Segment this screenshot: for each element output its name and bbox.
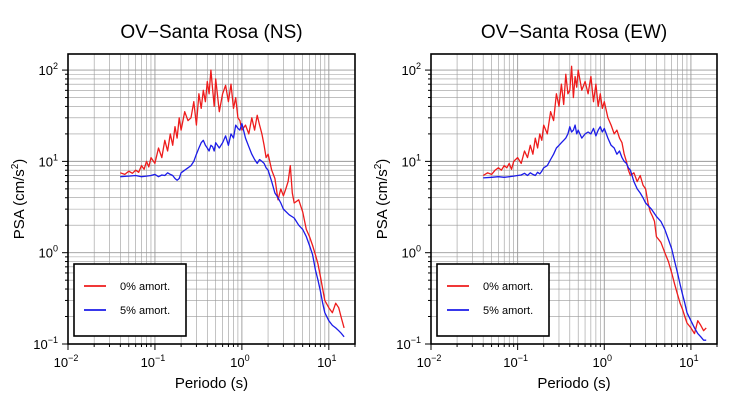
y-tick-label: 101: [39, 152, 58, 169]
y-axis-label: PSA (cm/s2): [10, 159, 28, 240]
y-axis-label: PSA (cm/s2): [373, 159, 391, 240]
y-tick-label: 102: [39, 61, 58, 78]
x-tick-label: 10−1: [141, 353, 166, 370]
legend-box: [436, 263, 550, 337]
legend-label: 5% amort.: [483, 305, 533, 317]
legend-label: 0% amort.: [120, 281, 170, 293]
series-line-5pct: [120, 122, 345, 338]
legend-box: [73, 263, 187, 337]
x-axis-label: Periodo (s): [537, 375, 610, 392]
series-line-5pct: [483, 124, 707, 341]
tick-group: [62, 69, 356, 350]
y-tick-label: 102: [402, 61, 421, 78]
plot-frame: [430, 53, 718, 345]
y-tick-label: 100: [402, 244, 421, 261]
y-tick-label: 10−1: [33, 335, 58, 352]
chart-title: OV−Santa Rosa (NS): [120, 22, 302, 43]
series-line-0pct: [120, 69, 345, 329]
plot-frame: [67, 53, 356, 345]
series-group: [482, 65, 707, 341]
y-tick-label: 100: [39, 244, 58, 261]
y-tick-label: 101: [402, 152, 421, 169]
x-tick-label: 101: [679, 353, 698, 370]
tick-group: [425, 69, 718, 350]
series-group: [120, 69, 345, 338]
x-tick-label: 100: [593, 353, 612, 370]
x-axis-label: Periodo (s): [175, 375, 248, 392]
x-tick-label: 100: [230, 353, 249, 370]
legend-label: 5% amort.: [120, 305, 170, 317]
legend: 0% amort. 5% amort.: [436, 263, 550, 337]
y-tick-label: 10−1: [396, 335, 421, 352]
x-tick-label: 101: [317, 353, 336, 370]
x-tick-label: 10−1: [503, 353, 528, 370]
x-tick-label: 10−2: [417, 353, 442, 370]
grid: [67, 54, 356, 345]
x-tick-label: 10−2: [54, 353, 79, 370]
legend-label: 0% amort.: [483, 281, 533, 293]
legend: 0% amort. 5% amort.: [73, 263, 187, 337]
series-line-0pct: [482, 65, 707, 335]
chart-title: OV−Santa Rosa (EW): [481, 22, 667, 43]
